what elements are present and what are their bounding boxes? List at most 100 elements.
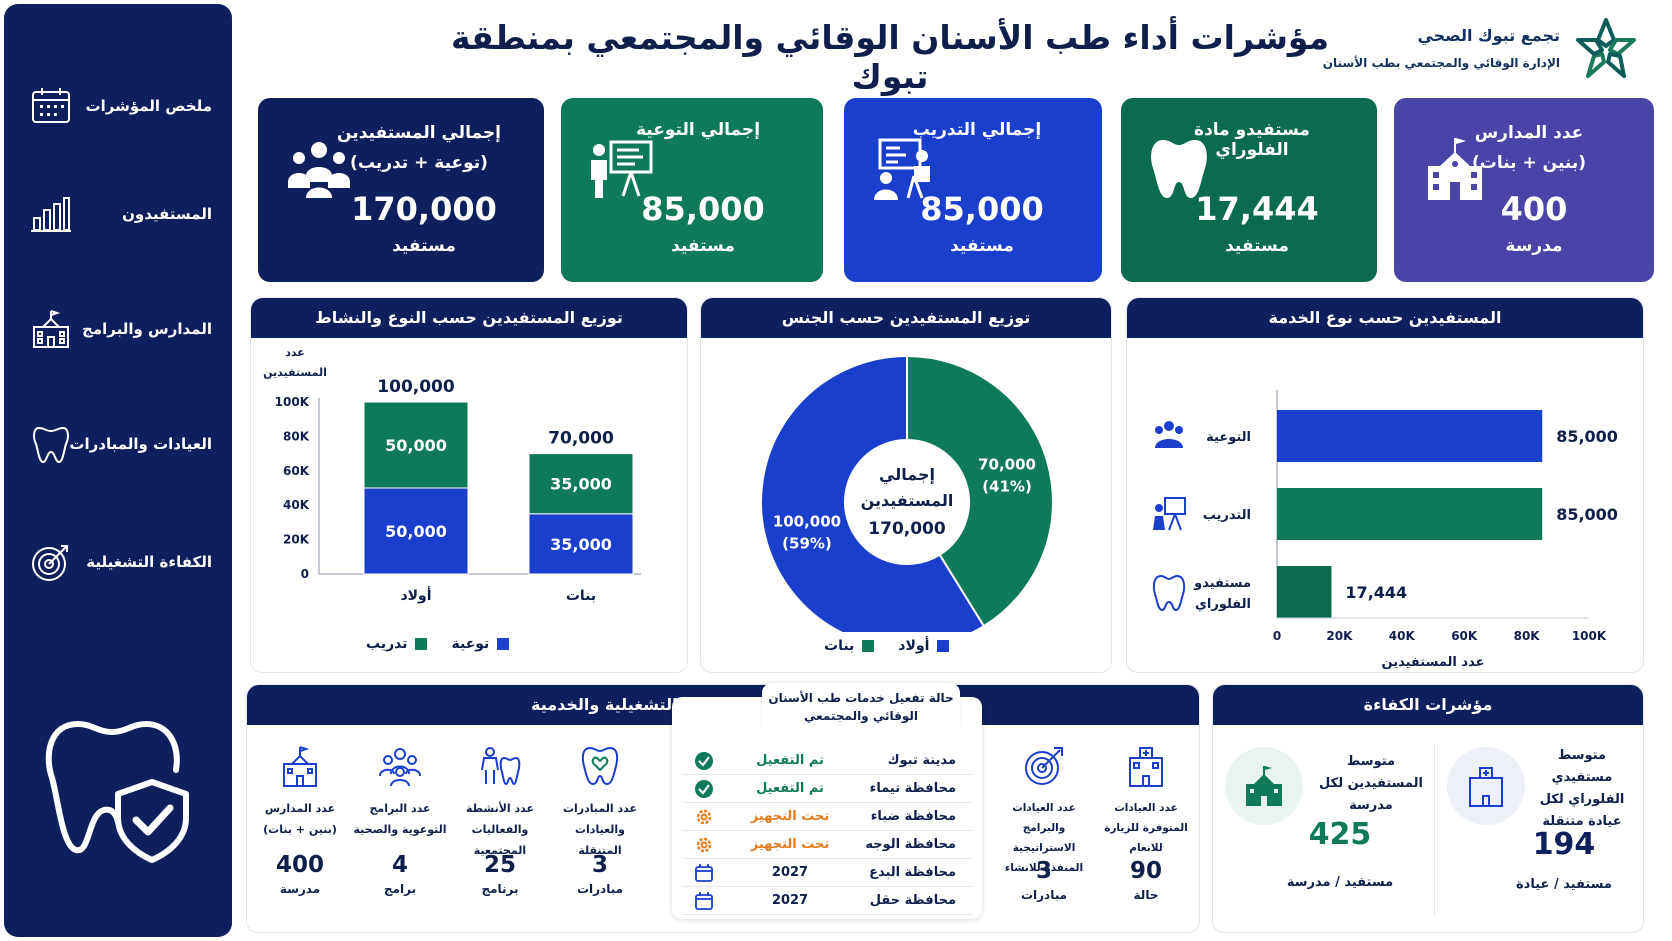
ops-item-programs: عدد البرامج التوعوية والصحية 4 برامج [352, 744, 448, 932]
efficiency-icon-circle [1225, 747, 1303, 825]
kpi-value: 400 [1500, 190, 1568, 228]
tooth-icon [1151, 140, 1207, 198]
kpi-unit: مستفيد [671, 236, 735, 256]
slice-value-label: 100,000 [773, 512, 841, 530]
status-city: محافظة الوجه [865, 837, 956, 852]
sidebar-item-efficiency[interactable]: الكفاءة التشغيلية [4, 532, 232, 592]
legend-item-training: تدريب [366, 636, 428, 652]
sidebar-item-beneficiaries[interactable]: المستفيدون [4, 184, 232, 244]
donut-center-label: المستفيدين [861, 491, 954, 510]
bar [1277, 566, 1332, 618]
page-title: مؤشرات أداء طب الأسنان الوقائي والمجتمعي… [450, 18, 1330, 96]
bar [1277, 410, 1543, 462]
brand-logo: تجمع تبوك الصحي الإدارة الوقائي والمجتمع… [1323, 14, 1658, 84]
ops-label: عدد المبادرات والعيادات المتنقلة [562, 802, 638, 857]
ops-unit: حالة [1133, 888, 1159, 902]
panel-title: توزيع المستفيدين حسب النوع والنشاط [251, 298, 687, 338]
chart-legend: توعية تدريب [366, 636, 510, 652]
pie-slice [906, 354, 1054, 628]
status-row: محافظة الوجه تحت التجهيز [682, 831, 972, 859]
x-tick-label: بنات [566, 588, 596, 604]
gear-icon [696, 837, 712, 853]
bar-segment [363, 401, 469, 489]
panel-efficiency: مؤشرات الكفاءة متوسط مستفيدي الفلوراي لك… [1212, 684, 1644, 933]
horizontal-bar-chart: 85,000 التوعية 85,000 التدريب 17,444 مستفيدو ا… [1152, 390, 1618, 670]
efficiency-value: 425 [1308, 817, 1372, 852]
efficiency-label: متوسط المستفيدين لكل مدرسة [1319, 754, 1423, 813]
bar [1277, 488, 1543, 540]
bar-segment [363, 487, 469, 575]
panel-gender: توزيع المستفيدين حسب الجنس 100,000 (59%) 7… [700, 297, 1112, 673]
x-tick-label: 80K [1514, 629, 1541, 643]
y-tick-label: 60K [283, 464, 310, 478]
x-tick-label: 20K [1326, 629, 1353, 643]
clinic-icon [1469, 767, 1503, 807]
kpi-title: مستفيدو مادة الفلوراي [1194, 120, 1310, 160]
ops-unit: برامج [383, 882, 417, 896]
clinic-icon [1129, 747, 1163, 787]
kpi-card-schools: عدد المدارس (بنين + بنات) 400 مدرسة [1394, 98, 1654, 282]
kpi-value: 85,000 [641, 190, 765, 228]
calendar-icon [32, 88, 70, 123]
bar-data-label: 35,000 [550, 475, 612, 494]
donut-chart: 100,000 (59%) 70,000 (41%) إجمالي المستفيدين 1… [760, 354, 1054, 632]
training-icon [874, 138, 930, 200]
ops-label: عدد الأنشطة والفعاليات المجتمعية [465, 802, 534, 857]
status-row: محافظة ضباء تحت التجهيز [682, 803, 972, 831]
status-value: تم التفعيل [756, 781, 824, 796]
ops-label: عدد البرامج التوعوية والصحية [353, 802, 447, 836]
ops-unit: مدرسة [279, 882, 321, 896]
sidebar-item-schools[interactable]: المدارس والبرامج [4, 299, 232, 359]
legend-item-awareness: توعية [451, 636, 510, 652]
tooth-heart-icon [581, 746, 619, 786]
kpi-unit: مستفيد [950, 236, 1014, 256]
status-value: تحت التجهيز [750, 837, 830, 852]
check-circle-icon [695, 780, 713, 798]
donut-center-label: إجمالي [879, 465, 935, 485]
school-icon [1428, 138, 1482, 200]
efficiency-label: متوسط مستفيدي الفلوراي لكل عيادة متنقلة [1539, 748, 1625, 829]
ops-value: 90 [1129, 858, 1162, 884]
status-value: 2027 [771, 865, 809, 880]
y-tick-label: 80K [283, 429, 310, 443]
panel-title: المستفيدين حسب نوع الخدمة [1127, 298, 1643, 338]
bar-data-label: 50,000 [385, 436, 447, 455]
kpi-title: إجمالي التدريب [912, 120, 1042, 140]
category-label: مستفيدو [1193, 576, 1251, 591]
sidebar-item-clinics[interactable]: العيادات والمبادرات [4, 414, 232, 474]
bar-data-label: 35,000 [550, 535, 612, 554]
gear-icon [696, 809, 712, 825]
sidebar-item-summary[interactable]: ملخص المؤشرات [4, 76, 232, 136]
stacked-bar-chart: عدد المستفيدين 0 20K 40K 60K 80K 100K 50,000 50,0… [263, 346, 641, 604]
activation-status-card: حالة تفعيل خدمات طب الأسنان الوقائي والم… [672, 683, 982, 919]
panel-title: مؤشرات الكفاءة [1213, 685, 1643, 725]
category-label: التوعية [1206, 430, 1251, 445]
x-tick-label: 0 [1273, 629, 1281, 643]
ops-item-initiatives: عدد المبادرات والعيادات المتنقلة 3 مبادر… [552, 744, 648, 932]
school-icon [283, 746, 317, 787]
sidebar-item-label: الكفاءة التشغيلية [86, 553, 212, 571]
school-icon [1246, 766, 1282, 806]
ops-label: عدد العيادات والبرامج الاستراتيجية المنف… [1004, 802, 1084, 874]
donut-center-value: 170,000 [868, 519, 946, 539]
bar-data-label: 17,444 [1345, 583, 1407, 602]
status-title: حالة تفعيل خدمات طب الأسنان الوقائي والم… [762, 683, 960, 729]
school-icon [33, 310, 69, 348]
x-tick-label: 40K [1389, 629, 1416, 643]
kpi-value: 85,000 [920, 190, 1044, 228]
legend-item-girls: بنات [824, 638, 875, 654]
people-icon [379, 748, 421, 787]
flower-logo-icon [1576, 18, 1636, 78]
y-tick-label: 20K [283, 533, 310, 547]
ops-item-activities: عدد الأنشطة والفعاليات المجتمعية 25 برنا… [452, 744, 548, 932]
kpi-unit: مدرسة [1505, 236, 1563, 256]
tooth-shield-icon [45, 720, 189, 863]
status-row: محافظة تيماء تم التفعيل [682, 775, 972, 803]
check-circle-icon [695, 752, 713, 770]
slice-pct-label: (41%) [982, 478, 1032, 496]
bar-total-label: 100,000 [377, 377, 455, 397]
kpi-card-total: إجمالي المستفيدين (توعية + تدريب) 170,000… [258, 98, 544, 282]
kpi-unit: مستفيد [1225, 236, 1289, 256]
ops-label: عدد العيادات المتوفرة للزيارة للانعام [1104, 802, 1188, 854]
kpi-value: 170,000 [351, 190, 497, 228]
